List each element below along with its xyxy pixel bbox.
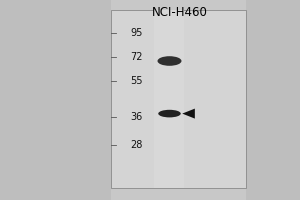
Bar <box>246 0 300 200</box>
Bar <box>111 10 246 188</box>
Text: 36: 36 <box>130 112 142 122</box>
Bar <box>154 10 184 188</box>
Text: 55: 55 <box>130 76 142 86</box>
Text: NCI-H460: NCI-H460 <box>152 6 208 19</box>
Text: 72: 72 <box>130 52 142 62</box>
Polygon shape <box>182 109 195 119</box>
Text: 95: 95 <box>130 28 142 38</box>
Bar <box>0 0 111 200</box>
Ellipse shape <box>158 110 181 117</box>
Ellipse shape <box>158 56 182 66</box>
Text: 28: 28 <box>130 140 142 150</box>
